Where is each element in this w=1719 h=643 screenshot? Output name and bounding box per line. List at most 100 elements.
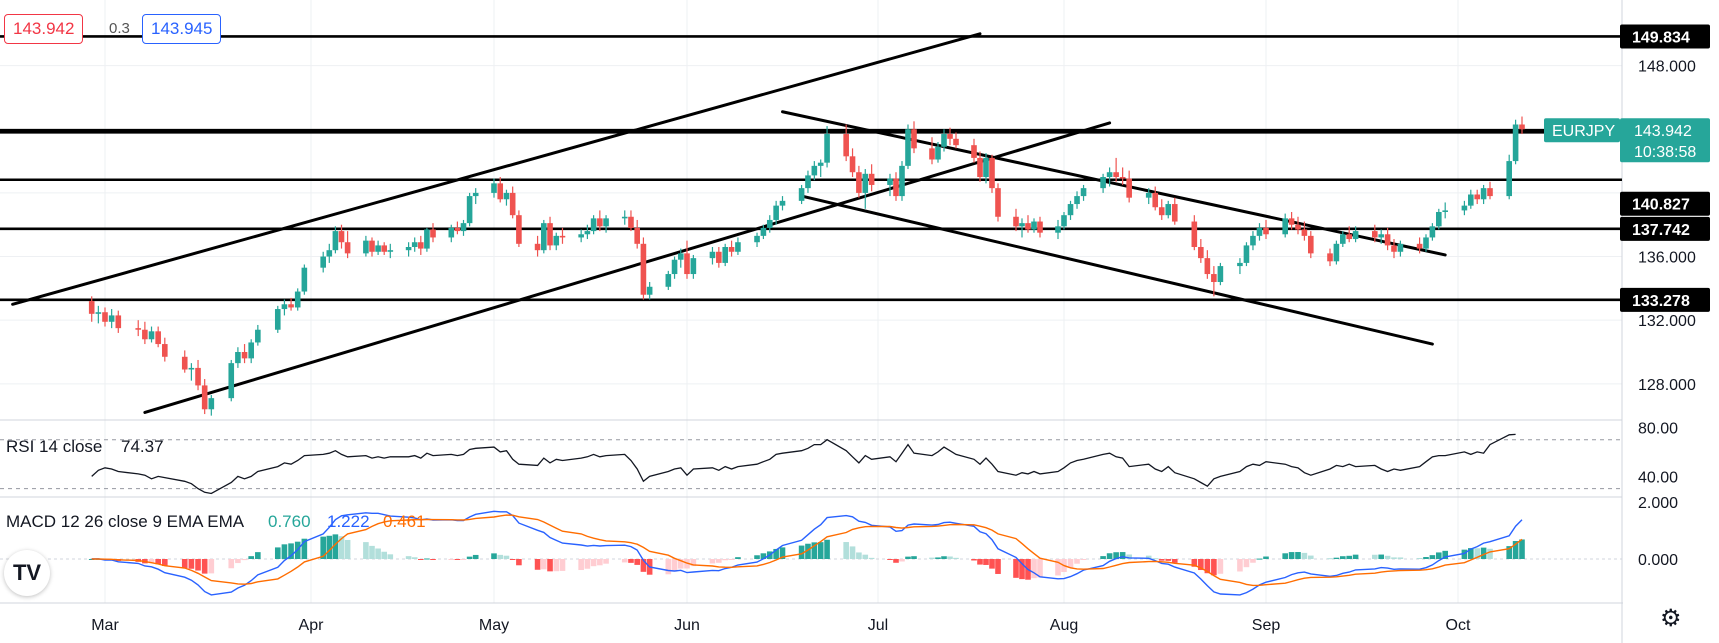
candle [201, 379, 208, 415]
rsi-legend-value: 74.37 [121, 437, 164, 456]
candle [294, 288, 301, 311]
macd-histogram-bar [326, 535, 333, 559]
macd-histogram-bar [856, 552, 862, 559]
candle [195, 359, 201, 391]
macd-histogram-bar [281, 544, 288, 559]
candle [155, 326, 161, 348]
macd-histogram-bar [671, 559, 678, 572]
macd-histogram-bar [677, 559, 684, 569]
candle [1423, 234, 1429, 252]
candle [856, 165, 862, 198]
macd-histogram-bar [516, 559, 522, 566]
macd-histogram-bar [779, 547, 786, 559]
macd-histogram-bar [381, 551, 387, 559]
svg-text:149.834: 149.834 [1632, 29, 1690, 46]
macd-histogram-bar [288, 543, 294, 559]
candle [590, 215, 597, 235]
candle [472, 188, 479, 205]
month-label: Oct [1446, 617, 1471, 634]
gear-icon[interactable]: ⚙ [1660, 605, 1682, 632]
spread-value: 0.3 [109, 20, 130, 37]
macd-histogram-bar [805, 543, 811, 559]
macd-histogram-bar [1256, 558, 1263, 560]
macd-histogram-bar [947, 556, 953, 559]
macd-histogram-bar [1506, 546, 1512, 559]
candle [88, 296, 95, 322]
candle [281, 299, 288, 316]
price-labels: 149.834143.806140.827137.742133.278EURJP… [1544, 24, 1710, 312]
macd-histogram-bar [893, 559, 899, 563]
macd-histogram-bar [971, 559, 977, 561]
trendline-channel-upper [11, 32, 982, 306]
candle [728, 240, 735, 257]
svg-text:133.278: 133.278 [1632, 293, 1690, 310]
horizontal-levels[interactable] [0, 35, 1622, 302]
macd-histogram-bar [1198, 559, 1204, 571]
candle [754, 232, 760, 247]
candle [424, 227, 430, 252]
candle [843, 124, 849, 162]
candle [1282, 213, 1288, 238]
candle [448, 224, 455, 243]
macd-histogram-bar [735, 557, 741, 559]
candle [603, 215, 609, 233]
macd-histogram-bar [665, 559, 672, 575]
candle [1237, 258, 1243, 275]
macd-histogram-bar [628, 559, 634, 563]
macd-histogram-bar [798, 545, 805, 559]
macd-histogram-bar [1013, 559, 1019, 578]
macd-histogram-bar [1106, 553, 1113, 559]
trendlines[interactable] [11, 32, 1447, 414]
candle [1158, 199, 1165, 220]
candle [1519, 116, 1525, 135]
candle [1352, 226, 1359, 243]
bid-price-box[interactable]: 143.942 [4, 14, 84, 44]
macd-signal-line [91, 514, 1523, 587]
macd-histogram-bar [578, 559, 584, 571]
candle [235, 347, 241, 368]
candle [1256, 223, 1263, 241]
macd-histogram-bar [509, 559, 516, 560]
candle [1474, 189, 1480, 205]
candle [135, 320, 142, 337]
candle [553, 232, 560, 251]
macd-histogram-bar [448, 559, 455, 560]
candle [497, 176, 504, 203]
candle [911, 121, 917, 154]
candle [1055, 219, 1061, 240]
candle [375, 240, 381, 255]
macd-histogram-bar [387, 554, 394, 559]
candle [824, 126, 830, 168]
candle [301, 264, 308, 295]
candle [1061, 211, 1067, 230]
macd-histogram-bar [1480, 547, 1487, 559]
candle [862, 169, 869, 209]
macd-histogram-bar [1019, 559, 1025, 580]
candle [363, 235, 369, 257]
rsi-pane [0, 433, 1622, 495]
macd-histogram-bar [375, 548, 381, 559]
candle [849, 148, 856, 177]
price-tick-label: 128.000 [1638, 377, 1696, 394]
macd-histogram-bar [640, 559, 647, 572]
macd-histogram-bar [320, 536, 326, 559]
candle [516, 210, 522, 247]
ask-price-box[interactable]: 143.945 [142, 14, 222, 44]
candle [584, 224, 591, 240]
macd-histogram-bar [862, 554, 869, 559]
macd-histogram-bar [1397, 557, 1404, 559]
candle [547, 216, 553, 251]
macd-histogram-bar [1423, 557, 1429, 559]
time-axis[interactable]: Mar Apr May Jun Jul Aug Sep Oct [91, 617, 1471, 634]
macd-histogram-bar [338, 536, 345, 559]
candle [248, 339, 254, 364]
candle [1145, 188, 1152, 205]
price-axis[interactable]: 148.000 136.000 132.000 128.000 80.00 40.00 2.… [1623, 0, 1719, 643]
tradingview-logo[interactable]: TV [4, 550, 50, 596]
macd-histogram-bar [1204, 559, 1211, 574]
candle [1378, 229, 1384, 244]
macd-histogram-bar [491, 553, 497, 559]
candle [1487, 181, 1493, 200]
macd-histogram-bar [935, 557, 941, 559]
